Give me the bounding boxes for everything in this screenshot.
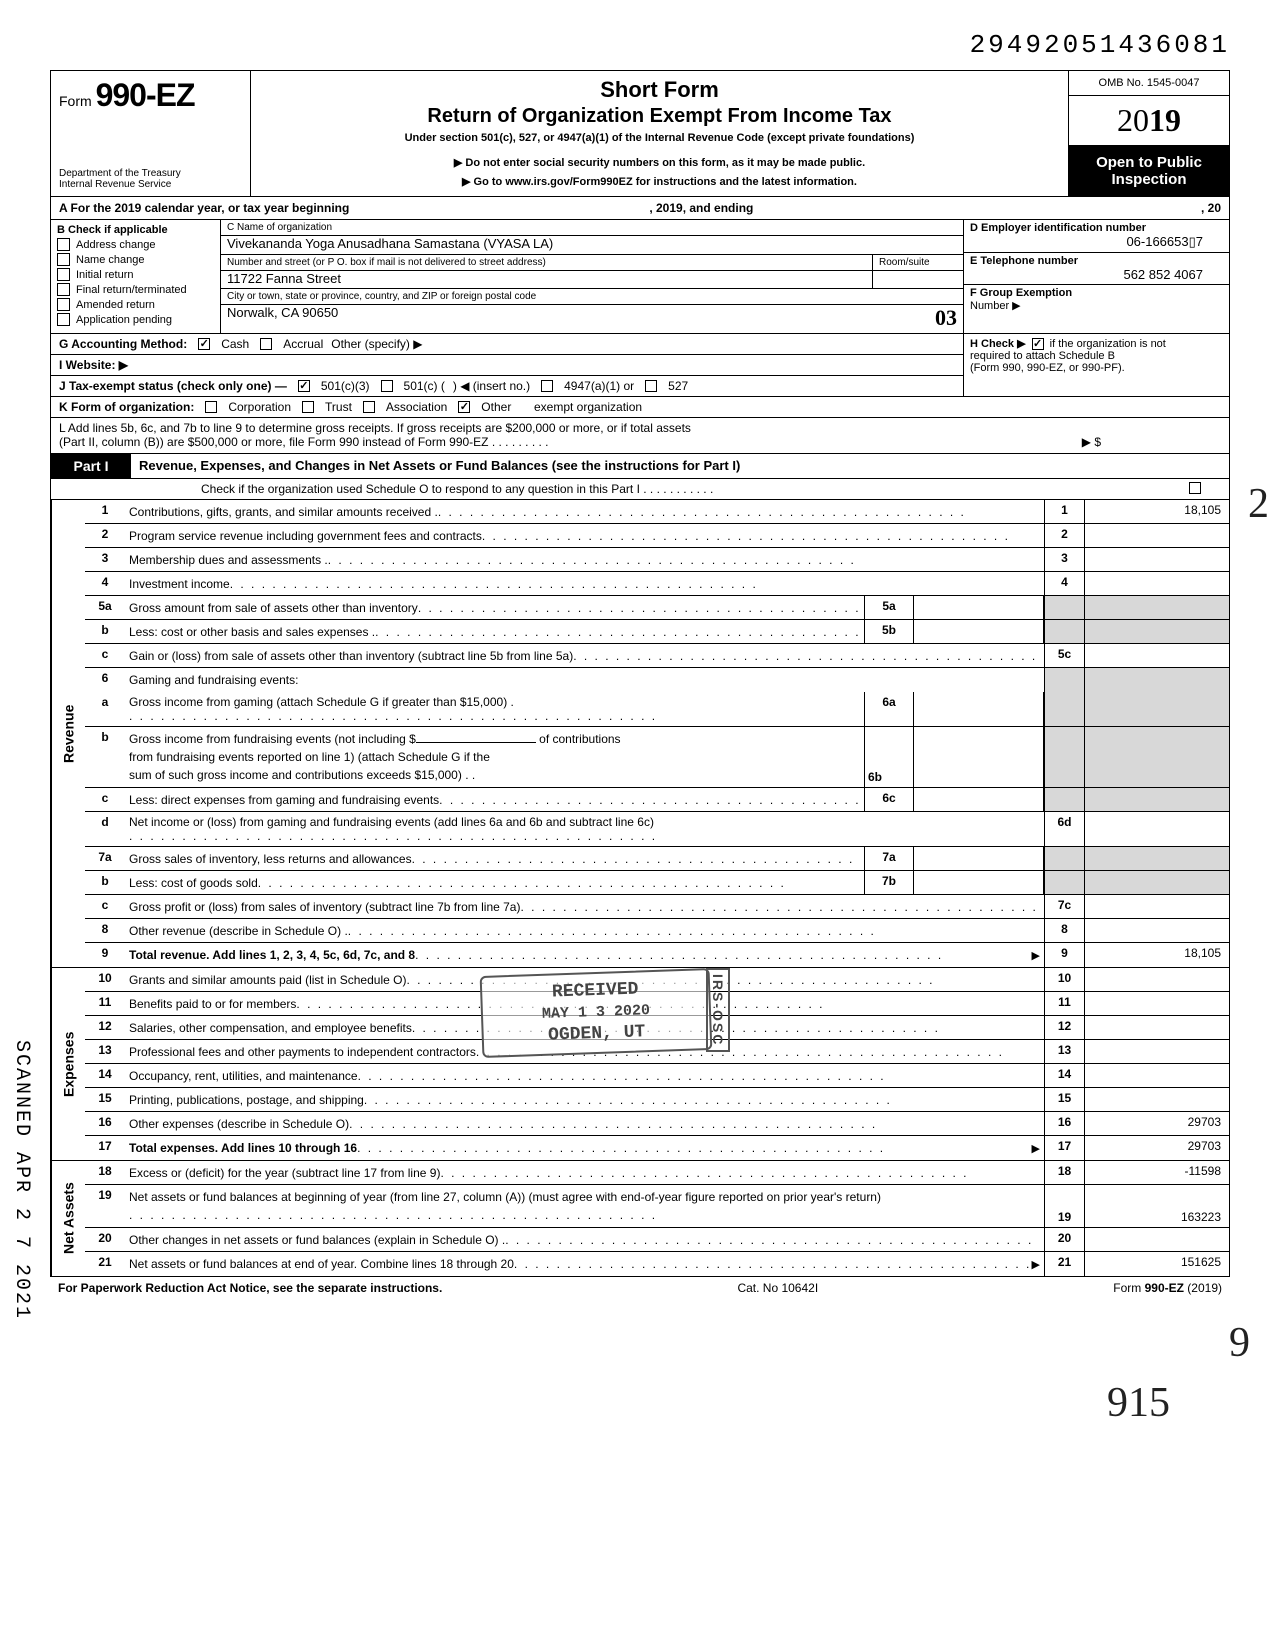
row-l-arrow: ▶ $	[1082, 435, 1101, 449]
check-4947[interactable]	[541, 380, 553, 392]
check-assoc[interactable]	[363, 401, 375, 413]
check-trust[interactable]	[302, 401, 314, 413]
line21-value: 151625	[1084, 1252, 1229, 1276]
check-501c3[interactable]	[298, 380, 310, 392]
check-address-change[interactable]	[57, 238, 70, 251]
footer-left: For Paperwork Reduction Act Notice, see …	[58, 1281, 442, 1295]
check-other-org[interactable]	[458, 401, 470, 413]
g-label: G Accounting Method:	[59, 337, 187, 351]
row-k: K Form of organization: Corporation Trus…	[51, 397, 1229, 418]
tax-year: 20201919	[1069, 96, 1229, 146]
group-number: Number ▶	[970, 299, 1223, 312]
part1-header: Part I Revenue, Expenses, and Changes in…	[51, 454, 1229, 479]
group-label: F Group Exemption	[970, 287, 1223, 299]
check-name-change[interactable]	[57, 253, 70, 266]
row-a-end: , 20	[1201, 201, 1221, 215]
form-prefix: Form	[59, 93, 92, 109]
ein-label: D Employer identification number	[970, 222, 1223, 234]
check-amended[interactable]	[57, 298, 70, 311]
handwritten-9: 9	[1229, 1319, 1250, 1367]
org-name: Vivekananda Yoga Anusadhana Samastana (V…	[221, 236, 963, 255]
line18-value: -11598	[1084, 1161, 1229, 1184]
check-h[interactable]	[1032, 338, 1044, 350]
revenue-label: Revenue	[51, 500, 85, 967]
row-l-1: L Add lines 5b, 6c, and 7b to line 9 to …	[59, 421, 1221, 435]
form-number: 990-EZ	[96, 77, 195, 113]
check-final-return[interactable]	[57, 283, 70, 296]
row-a-begin: A For the 2019 calendar year, or tax yea…	[59, 201, 349, 215]
city-value: Norwalk, CA 90650	[227, 305, 338, 331]
phone-label: E Telephone number	[970, 255, 1223, 267]
i-label: I Website: ▶	[59, 358, 128, 372]
check-initial-return[interactable]	[57, 268, 70, 281]
header-right: OMB No. 1545-0047 20201919 Open to Publi…	[1069, 71, 1229, 196]
j-label: J Tax-exempt status (check only one) —	[59, 379, 287, 393]
omb-number: OMB No. 1545-0047	[1069, 71, 1229, 96]
note-url: ▶ Go to www.irs.gov/Form990EZ for instru…	[261, 175, 1058, 188]
footer-right: Form 990-EZ (2019)	[1113, 1281, 1222, 1295]
check-pending[interactable]	[57, 313, 70, 326]
header-left: Form 990-EZ Department of the Treasury I…	[51, 71, 251, 196]
check-corp[interactable]	[205, 401, 217, 413]
expenses-section: RECEIVED MAY 1 3 2020 OGDEN, UT IRS-OSC …	[51, 968, 1229, 1161]
org-name-label: C Name of organization	[221, 220, 963, 236]
form-990ez: Form 990-EZ Department of the Treasury I…	[50, 70, 1230, 1277]
row-gh: G Accounting Method: Cash Accrual Other …	[51, 334, 1229, 397]
note-ssn: ▶ Do not enter social security numbers o…	[261, 156, 1058, 169]
section-b: B Check if applicable Address change Nam…	[51, 220, 221, 333]
open-to-public: Open to Public Inspection	[1069, 146, 1229, 196]
handwritten-2: 2	[1248, 480, 1269, 528]
line1-value: 18,105	[1084, 500, 1229, 523]
header-center: Short Form Return of Organization Exempt…	[251, 71, 1069, 196]
street-label: Number and street (or P O. box if mail i…	[221, 255, 872, 271]
expenses-label: Expenses	[51, 968, 85, 1160]
part1-title: Revenue, Expenses, and Changes in Net As…	[131, 454, 1229, 478]
dept-irs: Internal Revenue Service	[59, 179, 242, 190]
handwritten-915: 915	[1107, 1379, 1170, 1427]
part1-sub: Check if the organization used Schedule …	[51, 479, 1229, 500]
row-a-mid: , 2019, and ending	[649, 201, 753, 215]
bcd-block: B Check if applicable Address change Nam…	[51, 220, 1229, 334]
net-assets-label: Net Assets	[51, 1161, 85, 1276]
check-accrual[interactable]	[260, 338, 272, 350]
subtitle: Under section 501(c), 527, or 4947(a)(1)…	[261, 132, 1058, 144]
scanned-stamp: SCANNED APR 2 7 2021	[10, 1040, 33, 1320]
irs-osc-stamp: IRS-OSC	[706, 968, 730, 1052]
part1-tag: Part I	[51, 454, 131, 478]
check-527[interactable]	[645, 380, 657, 392]
received-stamp: RECEIVED MAY 1 3 2020 OGDEN, UT	[480, 968, 713, 1058]
page-footer: For Paperwork Reduction Act Notice, see …	[50, 1277, 1230, 1299]
line19-value: 163223	[1084, 1185, 1229, 1227]
section-c: C Name of organization Vivekananda Yoga …	[221, 220, 964, 333]
title-return: Return of Organization Exempt From Incom…	[261, 105, 1058, 128]
ein-value: 06-166653▯7	[970, 234, 1223, 250]
line16-value: 29703	[1084, 1112, 1229, 1135]
check-501c[interactable]	[381, 380, 393, 392]
line9-value: 18,105	[1084, 943, 1229, 967]
title-short-form: Short Form	[261, 77, 1058, 103]
line17-value: 29703	[1084, 1136, 1229, 1160]
check-cash[interactable]	[198, 338, 210, 350]
form-header: Form 990-EZ Department of the Treasury I…	[51, 71, 1229, 197]
handwritten-03: 03	[935, 305, 957, 331]
row-a-tax-year: A For the 2019 calendar year, or tax yea…	[51, 197, 1229, 220]
dept-treasury: Department of the Treasury	[59, 168, 242, 179]
net-assets-section: Net Assets 18Excess or (deficit) for the…	[51, 1161, 1229, 1276]
row-l-2: (Part II, column (B)) are $500,000 or mo…	[59, 435, 549, 449]
phone-value: 562 852 4067	[970, 267, 1223, 282]
city-label: City or town, state or province, country…	[221, 289, 963, 305]
check-schedule-o[interactable]	[1189, 482, 1201, 494]
section-d: D Employer identification number 06-1666…	[964, 220, 1229, 333]
room-label: Room/suite	[873, 255, 963, 271]
page-stamp-number: 29492051436081	[50, 30, 1230, 60]
footer-mid: Cat. No 10642I	[737, 1281, 818, 1295]
revenue-section: 2 Revenue 1Contributions, gifts, grants,…	[51, 500, 1229, 968]
street-value: 11722 Fanna Street	[221, 271, 872, 288]
section-b-header: B Check if applicable	[57, 224, 214, 236]
